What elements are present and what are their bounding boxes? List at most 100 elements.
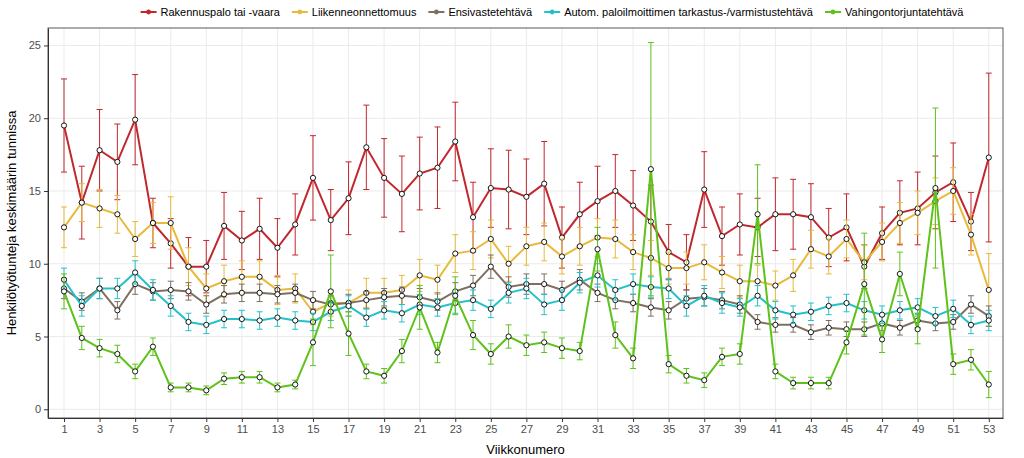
error-bar-line bbox=[932, 108, 938, 268]
grid-line bbox=[384, 28, 385, 418]
point bbox=[559, 254, 564, 259]
error-bar bbox=[719, 293, 725, 313]
tick-mark bbox=[44, 409, 48, 410]
error-bar bbox=[150, 280, 156, 300]
point bbox=[968, 322, 973, 327]
error-bar bbox=[381, 139, 387, 218]
point bbox=[204, 286, 209, 291]
point bbox=[808, 380, 813, 385]
point bbox=[186, 385, 191, 390]
error-bar-line bbox=[541, 274, 547, 294]
point bbox=[257, 274, 262, 279]
point bbox=[630, 282, 635, 287]
point bbox=[453, 251, 458, 256]
error-bar-line bbox=[257, 198, 263, 259]
error-bar bbox=[488, 149, 494, 228]
error-bar-line bbox=[470, 321, 476, 350]
point bbox=[61, 123, 66, 128]
point bbox=[968, 302, 973, 307]
point bbox=[97, 206, 102, 211]
tick-mark bbox=[775, 418, 776, 422]
point bbox=[346, 331, 351, 336]
error-bar bbox=[968, 350, 974, 370]
tick: 10 bbox=[29, 258, 48, 270]
point bbox=[221, 292, 226, 297]
error-bar bbox=[97, 278, 103, 298]
error-bar bbox=[612, 280, 618, 300]
error-bar bbox=[239, 310, 245, 327]
point bbox=[506, 187, 511, 192]
tick-mark bbox=[704, 418, 705, 422]
error-bar bbox=[790, 179, 796, 249]
point bbox=[702, 187, 707, 192]
point bbox=[986, 318, 991, 323]
point bbox=[524, 343, 529, 348]
error-bar bbox=[363, 291, 369, 308]
series bbox=[61, 73, 992, 296]
tick-label: 5 bbox=[35, 331, 41, 343]
error-bar-line bbox=[523, 335, 529, 355]
tick-mark bbox=[206, 418, 207, 422]
error-bar-line bbox=[310, 291, 316, 308]
error-bar bbox=[719, 348, 725, 365]
point bbox=[630, 250, 635, 255]
point bbox=[755, 293, 760, 298]
tick-label: 53 bbox=[983, 423, 995, 435]
error-bar bbox=[257, 312, 263, 329]
point bbox=[719, 300, 724, 305]
grid-line bbox=[48, 263, 1003, 264]
point bbox=[524, 194, 529, 199]
tick-mark bbox=[64, 418, 65, 422]
error-bar bbox=[132, 261, 138, 284]
point bbox=[648, 167, 653, 172]
legend-item: Liikenneonnettomuus bbox=[292, 6, 417, 18]
point bbox=[453, 293, 458, 298]
tick: 29 bbox=[556, 418, 568, 435]
point bbox=[879, 312, 884, 317]
tick-mark bbox=[882, 418, 883, 422]
error-bar bbox=[541, 294, 547, 314]
point bbox=[275, 315, 280, 320]
error-bar-line bbox=[114, 195, 120, 233]
error-bar bbox=[950, 143, 956, 222]
legend: Rakennuspalo tai -vaaraLiikenneonnettomu… bbox=[141, 6, 965, 18]
error-bar-line bbox=[132, 261, 138, 284]
error-bar bbox=[97, 190, 103, 228]
point bbox=[488, 351, 493, 356]
error-bar-line bbox=[559, 207, 565, 268]
error-bar bbox=[274, 219, 280, 277]
point bbox=[310, 175, 315, 180]
error-bar bbox=[399, 156, 405, 232]
point bbox=[791, 380, 796, 385]
point bbox=[133, 270, 138, 275]
error-bar-line bbox=[399, 156, 405, 232]
tick-mark bbox=[669, 418, 670, 422]
error-bar bbox=[541, 274, 547, 294]
error-bar bbox=[221, 265, 227, 297]
error-bar-line bbox=[399, 339, 405, 362]
point bbox=[613, 287, 618, 292]
error-bar bbox=[986, 73, 992, 242]
tick-mark bbox=[277, 418, 278, 422]
point bbox=[595, 290, 600, 295]
error-bar bbox=[772, 271, 778, 300]
point bbox=[61, 289, 66, 294]
error-bar bbox=[915, 172, 921, 245]
error-bar bbox=[470, 321, 476, 350]
point bbox=[133, 236, 138, 241]
error-bar bbox=[755, 165, 761, 264]
error-bar-line bbox=[950, 168, 956, 215]
error-bar bbox=[701, 245, 707, 280]
error-bar bbox=[612, 220, 618, 258]
error-bar-line bbox=[755, 315, 761, 330]
error-bar bbox=[577, 342, 583, 359]
error-bar bbox=[506, 325, 512, 348]
error-bar bbox=[488, 300, 494, 317]
point bbox=[808, 215, 813, 220]
error-bar-line bbox=[772, 271, 778, 300]
point bbox=[702, 293, 707, 298]
error-bar-line bbox=[310, 136, 316, 220]
error-bar-line bbox=[470, 290, 476, 310]
error-bar bbox=[612, 155, 618, 228]
point bbox=[239, 290, 244, 295]
